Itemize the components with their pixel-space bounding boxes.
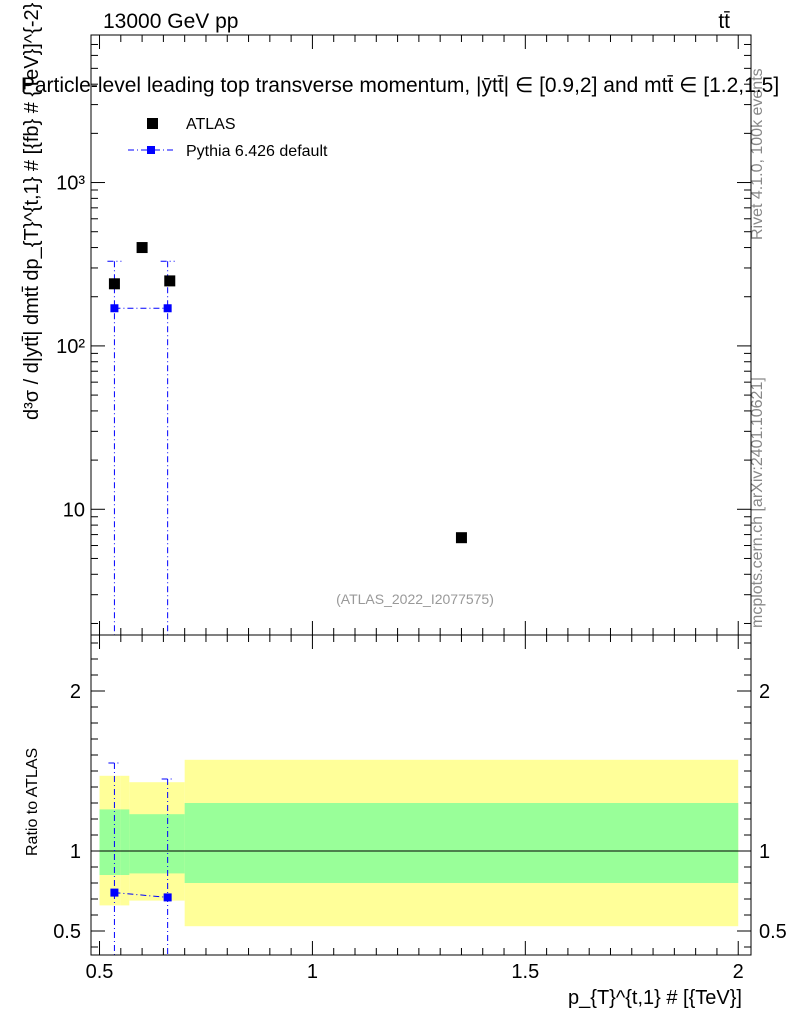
process-label: tt̄ xyxy=(718,10,730,33)
main-y-tick-label: 10³ xyxy=(56,173,85,195)
ratio-point xyxy=(110,888,119,897)
ratio-y-tick-label-right: 0.5 xyxy=(759,921,786,943)
ratio-panel-frame xyxy=(90,634,752,956)
legend-atlas-label: ATLAS xyxy=(186,116,236,133)
x-tick-label: 2 xyxy=(733,961,744,983)
legend-atlas-marker xyxy=(147,118,158,129)
atlas-point xyxy=(108,278,120,290)
ratio-line xyxy=(114,892,168,898)
main-y-tick-label: 10 xyxy=(63,499,85,521)
ratio-point xyxy=(163,893,172,902)
legend: ATLAS Pythia 6.426 default xyxy=(128,116,328,160)
mcplots-label: mcplots.cern.ch [arXiv:2401.10621] xyxy=(749,377,766,628)
ratio-band-inner xyxy=(129,814,185,874)
rivet-label: Rivet 4.1.0, 100k events xyxy=(749,68,766,240)
energy-label: 13000 GeV pp xyxy=(103,10,238,33)
legend-pythia-marker xyxy=(147,146,155,154)
ratio-y-tick-label-right: 2 xyxy=(759,681,770,703)
x-tick-label: 1.5 xyxy=(511,961,539,983)
analysis-watermark: (ATLAS_2022_I2077575) xyxy=(336,591,494,607)
main-y-tick-label: 10² xyxy=(56,336,85,358)
x-axis-label: p_{T}^{t,1} # [{TeV}] xyxy=(568,987,742,1009)
ratio-band-inner xyxy=(184,803,739,883)
ratio-y-axis-label: Ratio to ATLAS xyxy=(24,748,41,856)
main-panel: 10 10² 10³ Particle-level leading top tran… xyxy=(21,2,779,636)
ratio-y-tick-label: 1 xyxy=(70,841,81,863)
ratio-band-inner xyxy=(120,809,130,875)
pythia-point xyxy=(110,304,119,313)
x-tick-label: 0.5 xyxy=(86,961,114,983)
ratio-y-tick-label: 0.5 xyxy=(53,921,81,943)
legend-pythia-label: Pythia 6.426 default xyxy=(186,143,328,160)
ratio-panel: 0.5 0.51 12 20.5 1 1.5 2 Ratio to ATLAS p_{T}^… xyxy=(24,634,786,1009)
main-y-axis-label: d³σ / d|ytt̄| dmtt̄ dp_{T}^{t,1} # [{fb}… xyxy=(21,2,43,420)
x-tick-label: 1 xyxy=(307,961,318,983)
atlas-point xyxy=(455,532,467,544)
ratio-y-tick-label-right: 1 xyxy=(759,841,770,863)
ratio-y-tick-label: 2 xyxy=(70,681,81,703)
pythia-point xyxy=(163,304,172,313)
chart-title: Particle-level leading top transverse mo… xyxy=(21,74,779,97)
atlas-point xyxy=(164,275,176,287)
atlas-point xyxy=(136,242,148,254)
ratio-band-inner xyxy=(99,809,121,875)
